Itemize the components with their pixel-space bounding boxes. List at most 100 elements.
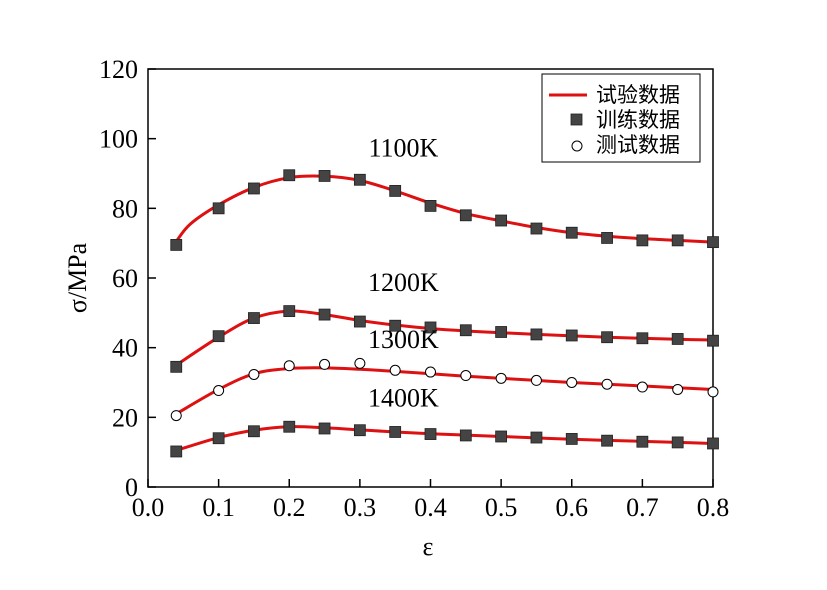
y-tick-label: 40 <box>112 334 138 363</box>
marker-1100K <box>636 234 649 247</box>
annotations-layer: 1100K 1200K 1300K 1400K <box>368 133 439 412</box>
series-label-1200K: 1200K <box>368 268 439 297</box>
marker-1400K <box>248 425 260 438</box>
y-tick-label: 0 <box>125 473 138 502</box>
y-tick-label: 100 <box>99 125 138 154</box>
marker-1100K <box>318 170 331 182</box>
marker-1300K <box>319 358 331 370</box>
marker-1300K <box>636 381 648 393</box>
marker-1300K <box>354 357 366 369</box>
marker-1400K <box>353 424 366 437</box>
marker-1200K <box>601 331 613 344</box>
marker-1300K <box>460 370 472 382</box>
marker-1300K <box>248 368 260 380</box>
marker-1200K <box>495 326 508 338</box>
marker-1400K <box>636 435 649 448</box>
markers-layer <box>170 169 719 458</box>
legend-label-experiment: 试验数据 <box>596 83 680 107</box>
marker-1300K <box>530 374 542 386</box>
marker-1200K <box>212 330 225 343</box>
marker-1200K <box>318 308 331 321</box>
curve-1400K <box>175 425 714 452</box>
marker-1400K <box>707 437 719 450</box>
legend: 试验数据 训练数据 测试数据 <box>541 73 701 163</box>
marker-1100K <box>565 226 578 239</box>
curve-1200K <box>175 309 714 367</box>
marker-1100K <box>283 169 296 182</box>
marker-1400K <box>565 433 578 445</box>
marker-1200K <box>248 312 260 324</box>
marker-1300K <box>566 377 578 388</box>
marker-1200K <box>565 329 578 342</box>
marker-1200K <box>636 332 649 345</box>
y-tick-label: 60 <box>112 264 138 293</box>
marker-1300K <box>283 360 295 372</box>
marker-1400K <box>170 445 183 458</box>
legend-box <box>541 73 701 163</box>
x-tick-label: 0.0 <box>132 493 165 522</box>
series-label-1300K: 1300K <box>368 325 439 354</box>
marker-1200K <box>424 321 437 334</box>
y-tick-label: 120 <box>99 55 138 84</box>
marker-1200K <box>459 324 472 337</box>
marker-1400K <box>424 428 437 440</box>
marker-1400K <box>459 429 472 442</box>
marker-1200K <box>283 305 296 317</box>
legend-label-training: 训练数据 <box>596 108 680 132</box>
curve-1300K <box>175 366 714 416</box>
marker-1300K <box>425 366 436 378</box>
marker-1100K <box>424 199 437 212</box>
y-tick-label: 80 <box>112 194 138 223</box>
marker-1200K <box>389 319 402 332</box>
marker-1100K <box>170 239 183 251</box>
marker-1300K <box>213 385 225 397</box>
legend-circle-swatch <box>571 140 583 152</box>
x-tick-label: 0.4 <box>414 493 447 522</box>
x-tick-label: 0.2 <box>273 493 306 522</box>
y-tick-label: 20 <box>112 403 138 432</box>
marker-1100K <box>530 222 543 235</box>
marker-1400K <box>283 420 296 433</box>
marker-1200K <box>707 334 719 347</box>
marker-1200K <box>530 328 543 341</box>
marker-1400K <box>671 436 684 449</box>
x-tick-label: 0.6 <box>556 493 589 522</box>
x-tick-label: 0.8 <box>697 493 730 522</box>
ticks-layer: 0.0 0.1 0.2 0.3 0.4 0.5 0.6 0.7 0.8 0 20 40 60 80 100 1… <box>99 55 729 522</box>
x-axis-title: ε <box>423 532 434 561</box>
marker-1300K <box>601 378 613 390</box>
marker-1100K <box>495 214 508 227</box>
marker-1300K <box>170 410 182 422</box>
y-axis-title: σ/MPa <box>63 242 92 313</box>
marker-1300K <box>707 386 719 398</box>
marker-1200K <box>170 360 183 373</box>
marker-1100K <box>671 234 684 247</box>
marker-1100K <box>707 236 719 249</box>
marker-1100K <box>248 182 260 195</box>
x-tick-label: 0.3 <box>344 493 377 522</box>
marker-1300K <box>389 364 401 376</box>
marker-1400K <box>318 422 331 435</box>
marker-1400K <box>495 430 508 443</box>
x-tick-label: 0.5 <box>485 493 518 522</box>
x-tick-label: 0.1 <box>202 493 235 522</box>
series-label-1400K: 1400K <box>368 384 439 413</box>
marker-1200K <box>353 315 366 328</box>
marker-1300K <box>672 383 684 395</box>
marker-1100K <box>353 173 366 186</box>
marker-1400K <box>530 431 543 444</box>
marker-1300K <box>495 372 507 384</box>
legend-square-swatch <box>570 113 583 126</box>
marker-1400K <box>212 432 225 445</box>
x-tick-label: 0.7 <box>626 493 659 522</box>
marker-1400K <box>601 434 613 447</box>
marker-1100K <box>601 232 613 244</box>
marker-1200K <box>671 333 684 345</box>
marker-1100K <box>459 209 472 222</box>
marker-1100K <box>212 202 225 215</box>
marker-1100K <box>389 185 402 197</box>
legend-label-test: 测试数据 <box>596 133 680 157</box>
marker-1400K <box>389 426 402 438</box>
